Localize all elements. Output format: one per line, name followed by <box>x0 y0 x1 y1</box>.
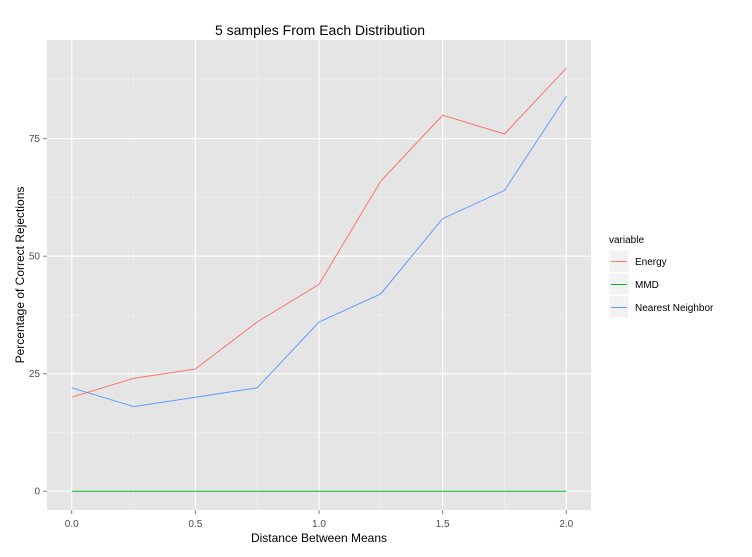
legend-label-nearest-neighbor: Nearest Neighbor <box>635 303 714 314</box>
legend-title: variable <box>609 235 644 246</box>
legend: variable Energy MMD Nearest Neighbor <box>608 235 714 319</box>
x-tick-label: 1.5 <box>436 519 450 530</box>
x-axis-ticks: 0.0 0.5 1.0 1.5 2.0 <box>65 510 574 530</box>
chart-title: 5 samples From Each Distribution <box>215 22 425 38</box>
y-tick-label: 25 <box>29 369 41 380</box>
y-tick-label: 75 <box>29 134 41 145</box>
series-lines <box>71 67 567 492</box>
y-axis-title: Percentage of Correct Rejections <box>13 187 27 364</box>
y-tick-label: 0 <box>34 487 40 498</box>
x-tick-label: 0.0 <box>65 519 79 530</box>
y-tick-label: 50 <box>29 252 41 263</box>
series-line-energy <box>71 67 567 398</box>
x-tick-label: 0.5 <box>188 519 202 530</box>
legend-label-mmd: MMD <box>635 280 659 291</box>
legend-label-energy: Energy <box>635 257 667 268</box>
y-axis-ticks: 0 25 50 75 <box>29 134 47 498</box>
x-axis-title: Distance Between Means <box>251 531 387 545</box>
x-tick-label: 1.0 <box>312 519 326 530</box>
series-line-nearest-neighbor <box>71 96 567 408</box>
x-tick-label: 2.0 <box>559 519 573 530</box>
